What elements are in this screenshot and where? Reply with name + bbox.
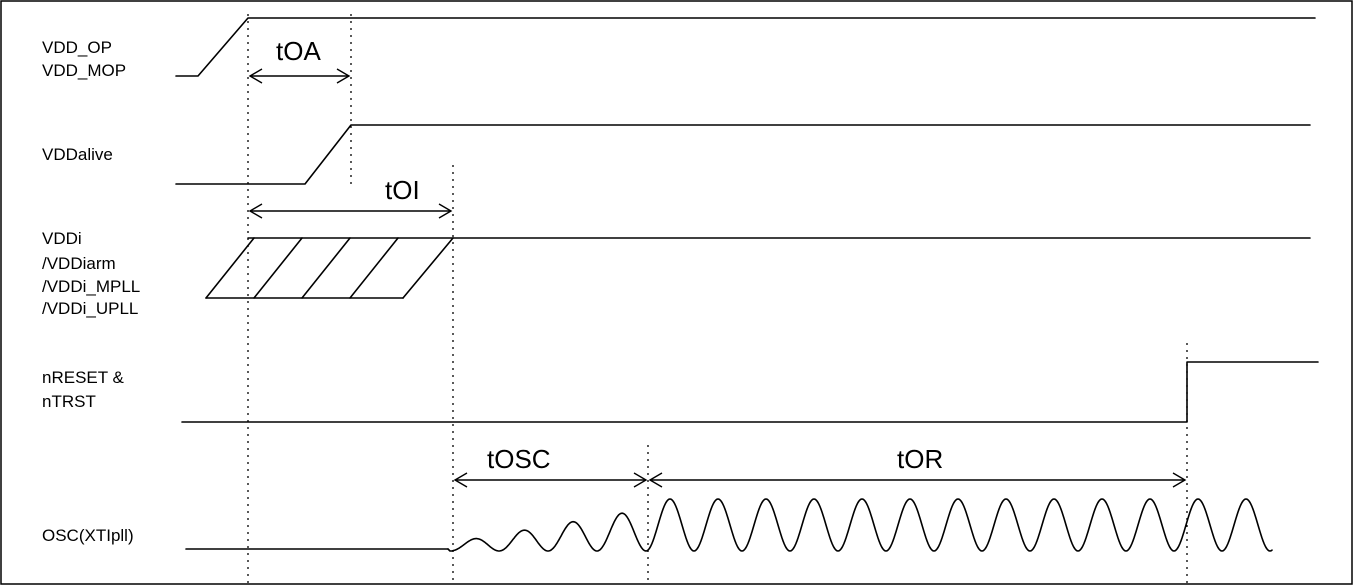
timing-label-tosc: tOSC bbox=[487, 444, 551, 474]
waveform-osc-oscillation bbox=[447, 498, 1273, 552]
timing-label-toi: tOI bbox=[385, 175, 420, 205]
label-vddalive: VDDalive bbox=[42, 145, 113, 164]
timing-label-tor: tOR bbox=[897, 444, 943, 474]
waveform-vddi-ramp bbox=[205, 237, 255, 299]
label-nreset: nRESET & nTRST bbox=[42, 368, 129, 411]
label-osc: OSC(XTIpll) bbox=[42, 526, 134, 545]
label-vdd-op-line2: VDD_MOP bbox=[42, 61, 126, 80]
label-vddi-line3: /VDDi_MPLL bbox=[42, 277, 140, 296]
waveform-nreset bbox=[181, 361, 1319, 423]
arrow-tosc bbox=[453, 472, 648, 488]
waveform-osc bbox=[185, 498, 1273, 552]
guide-lines bbox=[247, 14, 1188, 584]
waveform-vddi-ramp bbox=[349, 237, 399, 299]
label-vddi-line2: /VDDiarm bbox=[42, 254, 116, 273]
label-vdd-op-line1: VDD_OP bbox=[42, 38, 112, 57]
label-vddi-line1: VDDi bbox=[42, 229, 82, 248]
waveform-vddi-ramp bbox=[402, 237, 454, 299]
label-nreset-line2: nTRST bbox=[42, 392, 96, 411]
arrow-toi bbox=[248, 203, 453, 219]
waveform-vddi-ramp bbox=[253, 237, 303, 299]
timing-label-toa: tOA bbox=[276, 36, 321, 66]
arrow-tor bbox=[648, 472, 1187, 488]
label-osc-line1: OSC(XTIpll) bbox=[42, 526, 134, 545]
arrow-toa bbox=[248, 68, 351, 84]
label-nreset-line1: nRESET & bbox=[42, 368, 125, 387]
label-vddi: VDDi /VDDiarm /VDDi_MPLL /VDDi_UPLL bbox=[42, 229, 144, 318]
label-vddalive-line1: VDDalive bbox=[42, 145, 113, 164]
label-vddi-line4: /VDDi_UPLL bbox=[42, 299, 138, 318]
waveform-vddalive bbox=[175, 124, 1311, 185]
waveform-vddi bbox=[205, 237, 1311, 299]
waveform-vddi-ramp bbox=[301, 237, 351, 299]
label-vdd-op: VDD_OP VDD_MOP bbox=[42, 38, 126, 80]
waveform-vdd-op bbox=[175, 17, 1316, 77]
